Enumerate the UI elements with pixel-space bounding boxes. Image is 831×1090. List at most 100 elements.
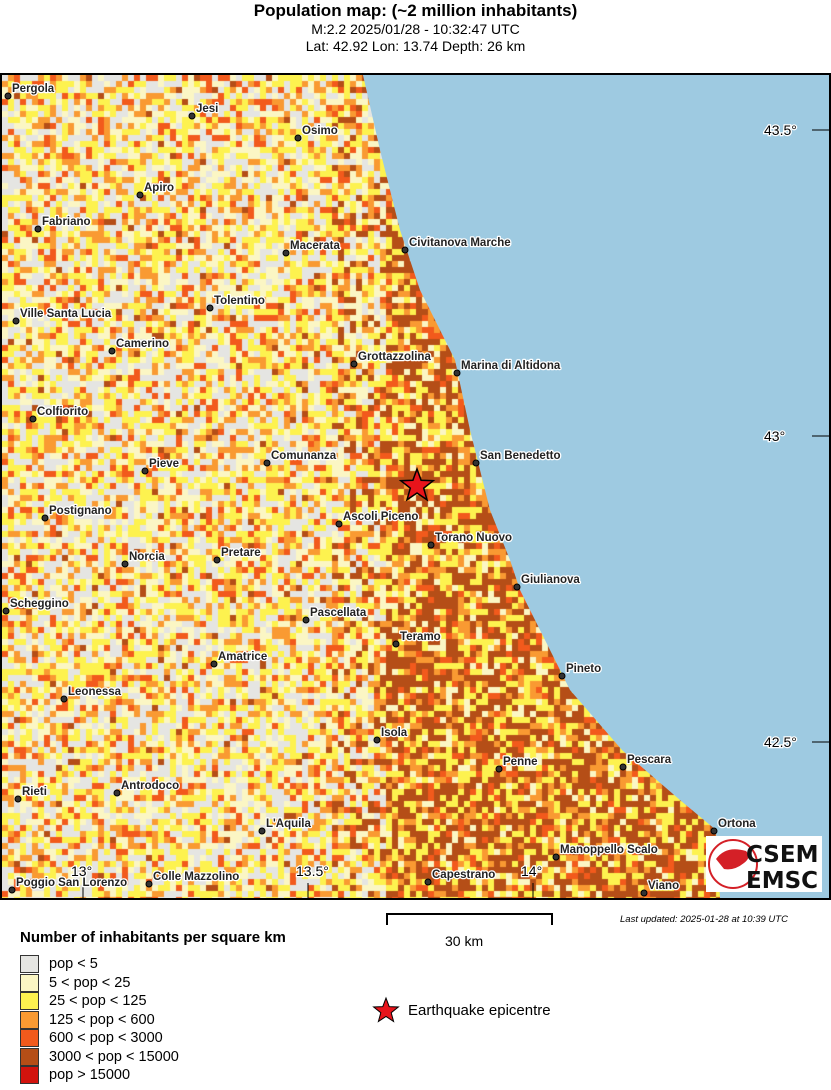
- legend-swatch: [20, 955, 39, 973]
- city-marker: Ascoli Piceno: [335, 510, 420, 528]
- city-label: Amatrice: [218, 651, 267, 663]
- city-dot: [619, 763, 627, 771]
- latitude-tick: 43.5°: [764, 122, 797, 138]
- last-updated: Last updated: 2025-01-28 at 10:39 UTC: [620, 914, 788, 925]
- city-label: Ortona: [718, 818, 756, 830]
- city-marker: Pascellata: [302, 606, 368, 624]
- legend-item: 600 < pop < 3000: [20, 1029, 163, 1047]
- city-dot: [14, 795, 22, 803]
- city-dot: [258, 827, 266, 835]
- city-label: San Benedetto: [480, 450, 561, 462]
- city-marker: Pieve: [141, 457, 180, 475]
- city-marker: Norcia: [121, 550, 167, 568]
- city-label: Antrodoco: [121, 780, 179, 792]
- legend-label: 25 < pop < 125: [49, 993, 147, 1009]
- star-icon: [372, 996, 400, 1023]
- city-label: Ascoli Piceno: [343, 511, 418, 523]
- legend-swatch: [20, 1066, 39, 1084]
- city-marker: Leonessa: [60, 685, 123, 703]
- city-marker: Fabriano: [34, 215, 92, 233]
- city-dot: [472, 459, 480, 467]
- city-label: Grottazzolina: [358, 351, 431, 363]
- city-label: Poggio San Lorenzo: [16, 877, 127, 889]
- legend-epicentre-label: Earthquake epicentre: [408, 1001, 551, 1019]
- event-info: M:2.2 2025/01/28 - 10:32:47 UTC: [311, 21, 520, 37]
- city-dot: [206, 304, 214, 312]
- scale-bar: [386, 913, 553, 925]
- city-label: Tolentino: [214, 295, 265, 307]
- city-label: Macerata: [290, 240, 340, 252]
- city-dot: [294, 134, 302, 142]
- city-dot: [8, 886, 16, 894]
- city-label: Camerino: [116, 338, 169, 350]
- legend-item: 25 < pop < 125: [20, 992, 147, 1010]
- city-label: Leonessa: [68, 686, 122, 698]
- legend-item: pop < 5: [20, 955, 98, 973]
- city-dot: [495, 765, 503, 773]
- sea: [363, 75, 829, 898]
- city-dot: [60, 695, 68, 703]
- city-dot: [640, 889, 648, 897]
- map-title: Population map: (~2 million inhabitants): [253, 1, 578, 20]
- city-dot: [424, 878, 432, 886]
- city-label: Osimo: [302, 125, 338, 137]
- city-label: Penne: [503, 756, 538, 768]
- legend-item: 3000 < pop < 15000: [20, 1047, 179, 1066]
- city-dot: [210, 660, 218, 668]
- legend-label: pop > 15000: [49, 1067, 131, 1083]
- city-label: Pretare: [221, 547, 261, 559]
- city-marker: Comunanza: [263, 449, 338, 467]
- city-label: Teramo: [400, 631, 441, 643]
- city-marker: Camerino: [108, 337, 170, 355]
- city-marker: Penne: [495, 755, 539, 773]
- event-location: Lat: 42.92 Lon: 13.74 Depth: 26 km: [305, 38, 526, 54]
- city-marker: Jesi: [188, 102, 220, 120]
- city-label: Rieti: [22, 786, 47, 798]
- city-marker: Antrodoco: [113, 779, 180, 797]
- city-label: Scheggino: [10, 598, 69, 610]
- city-marker: Marina di Altidona: [453, 359, 562, 377]
- city-dot: [113, 789, 121, 797]
- svg-text:CSEM: CSEM: [746, 842, 818, 868]
- city-dot: [558, 672, 566, 680]
- city-dot: [401, 246, 409, 254]
- city-label: Apiro: [144, 182, 174, 194]
- legend-swatch: [20, 1047, 39, 1066]
- city-marker: Capestrano: [424, 868, 497, 886]
- city-dot: [12, 317, 20, 325]
- legend-epicentre: Earthquake epicentre: [372, 996, 551, 1024]
- city-marker: Torano Nuovo: [427, 531, 513, 549]
- city-dot: [34, 225, 42, 233]
- city-label: Viano: [648, 880, 679, 892]
- city-marker: Macerata: [282, 239, 342, 257]
- city-dot: [427, 541, 435, 549]
- city-dot: [392, 640, 400, 648]
- city-dot: [513, 583, 521, 591]
- city-dot: [145, 880, 153, 888]
- city-marker: Osimo: [294, 124, 339, 142]
- city-label: Fabriano: [42, 216, 91, 228]
- city-dot: [335, 520, 343, 528]
- legend-label: 3000 < pop < 15000: [49, 1048, 179, 1065]
- city-dot: [213, 556, 221, 564]
- city-marker: L'Aquila: [258, 817, 313, 835]
- legend-swatch: [20, 992, 39, 1010]
- legend-swatch: [20, 973, 39, 992]
- city-marker: Teramo: [392, 630, 442, 648]
- city-marker: Amatrice: [210, 650, 268, 668]
- city-dot: [2, 607, 10, 615]
- legend-label: 600 < pop < 3000: [49, 1030, 163, 1046]
- svg-text:EMSC: EMSC: [746, 868, 818, 894]
- city-marker: Manoppello Scalo: [552, 843, 659, 861]
- city-marker: Pineto: [558, 662, 602, 680]
- city-marker: Rieti: [14, 785, 48, 803]
- epicentre-star: [398, 466, 436, 502]
- city-dot: [136, 191, 144, 199]
- city-dot: [350, 360, 358, 368]
- city-dot: [29, 415, 37, 423]
- city-dot: [453, 369, 461, 377]
- city-dot: [188, 112, 196, 120]
- latitude-tick: 43°: [764, 428, 785, 444]
- city-marker: Tolentino: [206, 294, 266, 312]
- city-marker: Pretare: [213, 546, 262, 564]
